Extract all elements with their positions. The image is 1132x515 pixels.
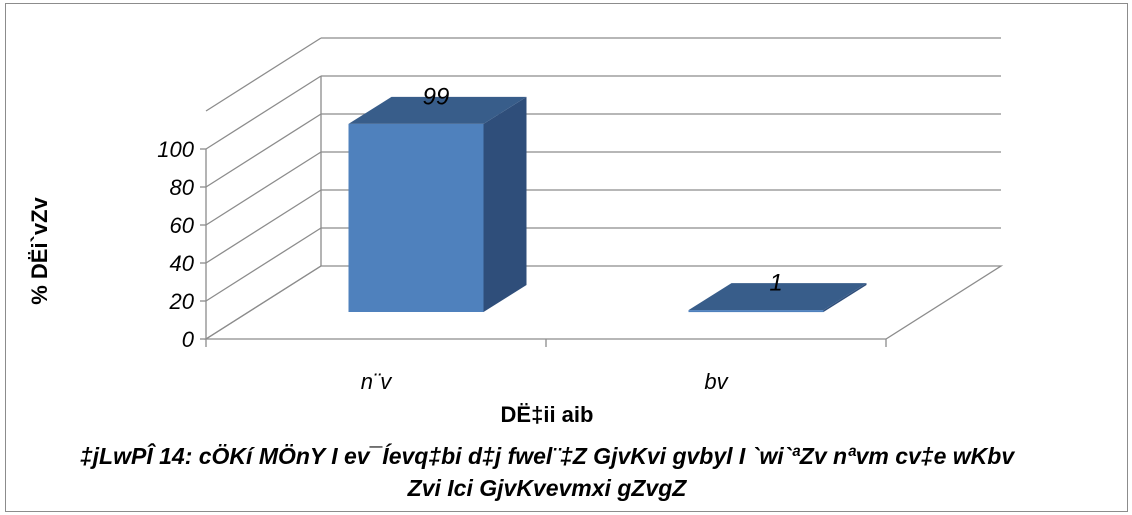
y-tick-label: 80: [170, 175, 195, 200]
gridline-side: [205, 151, 322, 226]
labels: 99 1: [423, 83, 783, 296]
gridline-side: [205, 265, 322, 340]
x-axis-title: DË‡ii aib: [501, 402, 594, 427]
gridline-side: [205, 227, 322, 302]
gridline-side: [205, 37, 322, 112]
x-category-label: n¨v: [361, 369, 394, 394]
bar: [688, 283, 867, 313]
chart-caption-line-1: ‡jLwPÎ 14: cÖKí MÖnY I ev¯Íevq‡bi d‡j fw…: [80, 442, 1015, 469]
gridline-side: [205, 75, 322, 150]
bar-top: [348, 96, 527, 124]
bar-top: [688, 283, 867, 311]
bar-side: [823, 283, 867, 312]
y-tick-label: 20: [169, 289, 195, 314]
bar: [348, 96, 527, 313]
bar-data-label: 1: [769, 270, 782, 297]
gridlines: [205, 37, 1001, 340]
bars: [348, 96, 867, 313]
y-tick-label: 60: [170, 213, 195, 238]
bar-side: [483, 96, 527, 313]
gridline-side: [205, 113, 322, 188]
bar-data-label: 99: [423, 83, 450, 110]
y-tick-label: 0: [182, 327, 195, 352]
bar-front: [688, 310, 824, 313]
bar-front: [348, 123, 484, 313]
axes: 0 20 40 60 80 100 n¨v bv: [157, 137, 887, 394]
y-axis-title: % DËi`vZv: [27, 196, 52, 304]
floor: [203, 265, 1004, 340]
chart-frame: 0 20 40 60 80 100 n¨v bv 99 1 % DËi`vZv DË‡ii ai…: [5, 3, 1128, 512]
chart-caption-line-2: Zvi Ici GjvKvevmxi gZvgZ: [407, 475, 688, 501]
bar-chart: 0 20 40 60 80 100 n¨v bv 99 1 % DËi`vZv DË‡ii ai…: [27, 37, 1015, 501]
y-tick-label: 100: [157, 137, 194, 162]
gridline-side: [205, 189, 322, 264]
x-category-label: bv: [704, 369, 729, 394]
chart-walls: [203, 76, 1004, 340]
y-tick-label: 40: [170, 251, 195, 276]
